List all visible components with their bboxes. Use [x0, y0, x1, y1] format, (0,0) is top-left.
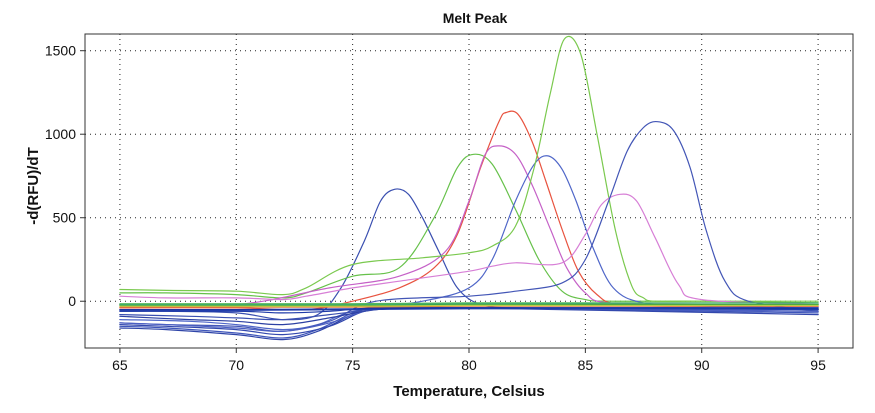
x-tick-label: 65	[112, 357, 128, 373]
chart-title: Melt Peak	[443, 10, 508, 26]
x-tick-label: 95	[810, 357, 826, 373]
y-tick-label: 1000	[45, 126, 76, 142]
x-tick-label: 70	[228, 357, 244, 373]
x-axis-label: Temperature, Celsius	[393, 383, 544, 400]
series-line-21	[119, 304, 819, 307]
y-tick-label: 1500	[45, 43, 76, 59]
x-tick-label: 85	[578, 357, 594, 373]
x-tick-label: 80	[461, 357, 477, 373]
series-line-7	[119, 193, 819, 306]
y-axis-ticks: 0 500 1000 1500	[45, 43, 85, 309]
x-axis-ticks: 65 70 75 80 85 90 95	[112, 348, 826, 373]
x-tick-label: 75	[345, 357, 361, 373]
series-line-19	[119, 303, 819, 307]
series-line-3	[119, 110, 819, 311]
series-line-2	[119, 153, 819, 304]
series-line-16	[119, 308, 819, 312]
x-tick-label: 90	[694, 357, 710, 373]
series-line-22	[119, 302, 819, 306]
y-tick-label: 0	[68, 293, 76, 309]
series-line-18	[119, 305, 819, 308]
series-line-17	[119, 307, 819, 311]
y-axis-label: -d(RFU)/dT	[25, 147, 42, 224]
y-tick-label: 500	[53, 210, 77, 226]
series-line-5	[119, 155, 819, 331]
series-line-6	[119, 35, 819, 303]
series-curves	[119, 35, 819, 341]
